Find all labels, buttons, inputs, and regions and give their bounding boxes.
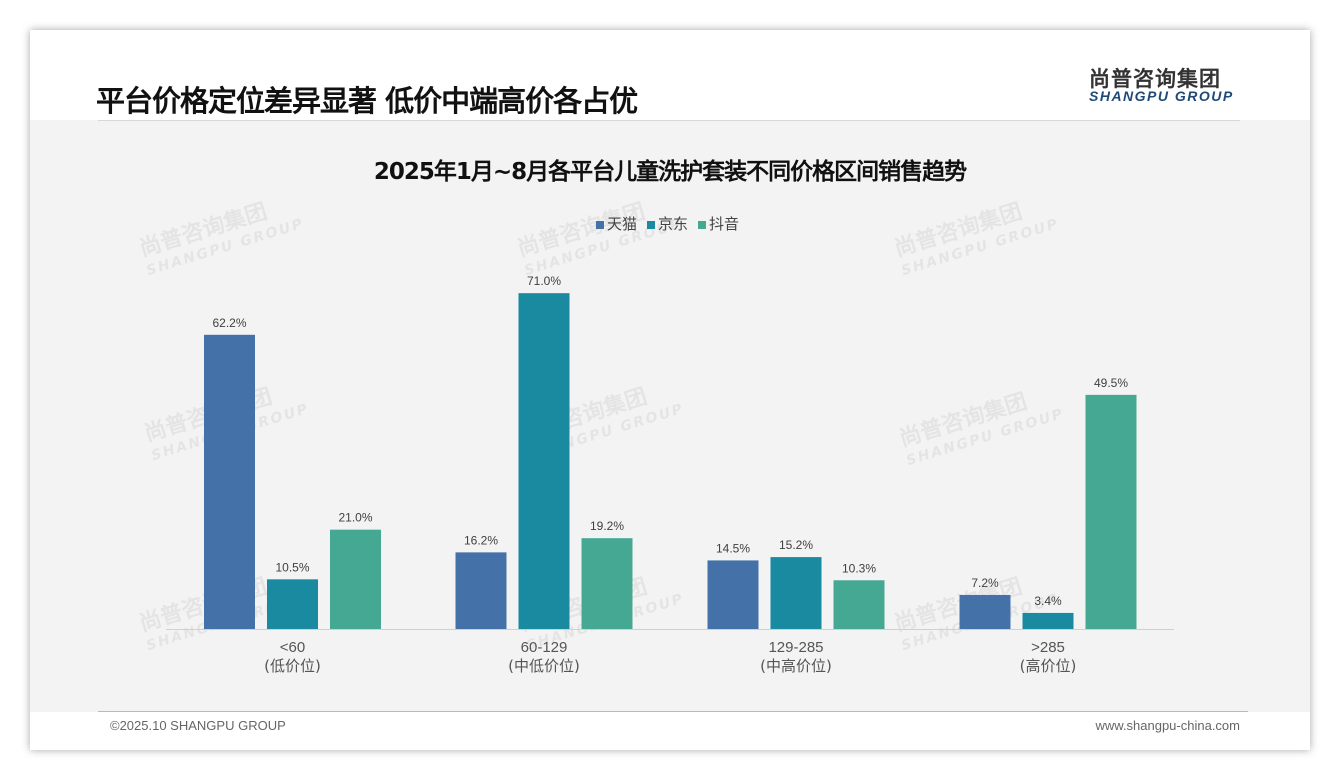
x-tick-label: <60: [280, 639, 305, 656]
bar-0-0: [204, 334, 255, 629]
data-label: 7.2%: [971, 576, 999, 590]
x-tick-label: 60-129: [521, 639, 568, 656]
x-tick-sublabel: (高价位): [1020, 657, 1077, 675]
data-label: 49.5%: [1094, 376, 1128, 390]
chart-title: 2025年1月~8月各平台儿童洗护套装不同价格区间销售趋势: [373, 159, 967, 185]
legend-label: 抖音: [709, 215, 740, 233]
data-label: 15.2%: [779, 538, 813, 552]
legend-swatch: [596, 220, 604, 229]
legend-label: 天猫: [607, 215, 638, 233]
legend-swatch: [647, 220, 656, 229]
data-label: 62.2%: [212, 316, 246, 330]
footer-divider: [98, 711, 1248, 712]
bar-1-1: [518, 293, 570, 629]
data-label: 10.5%: [275, 560, 309, 574]
x-tick-sublabel: (低价位): [264, 657, 321, 675]
data-label: 14.5%: [716, 541, 750, 555]
data-label: 16.2%: [464, 533, 498, 547]
legend-item: 天猫: [596, 213, 637, 234]
logo-text-en: SHANGPU GROUP: [1089, 88, 1234, 104]
x-tick-sublabel: (中低价位): [508, 657, 580, 675]
bar-2-0: [707, 560, 759, 629]
x-tick-label: 129-285: [768, 639, 823, 656]
bar-3-2: [1085, 394, 1137, 629]
legend-swatch: [698, 220, 707, 229]
legend-item: 抖音: [698, 213, 739, 234]
header-divider: [98, 120, 1240, 121]
data-label: 21.0%: [338, 511, 372, 525]
data-label: 10.3%: [842, 561, 876, 575]
bar-0-2: [330, 529, 381, 629]
x-tick-sublabel: (中高价位): [760, 657, 832, 675]
bar-3-0: [959, 594, 1011, 629]
bar-0-1: [267, 579, 318, 629]
legend-label: 京东: [658, 215, 689, 233]
data-label: 3.4%: [1034, 594, 1062, 608]
bar-2-2: [833, 580, 885, 629]
data-label: 19.2%: [590, 519, 624, 533]
bar-2-1: [770, 557, 822, 629]
legend-item: 京东: [647, 213, 688, 234]
data-label: 71.0%: [527, 274, 561, 288]
footer-copyright: ©2025.10 SHANGPU GROUP: [110, 718, 286, 733]
page-title: 平台价格定位差异显著 低价中端高价各占优: [96, 84, 638, 118]
logo-text-cn: 尚普咨询集团: [1089, 67, 1221, 91]
bar-1-2: [581, 538, 633, 629]
bar-1-0: [455, 552, 507, 629]
chart-legend: 天猫 京东 抖音: [596, 213, 739, 234]
bar-3-1: [1022, 612, 1074, 629]
x-tick-label: >285: [1031, 639, 1065, 656]
footer-url: www.shangpu-china.com: [1095, 718, 1240, 733]
